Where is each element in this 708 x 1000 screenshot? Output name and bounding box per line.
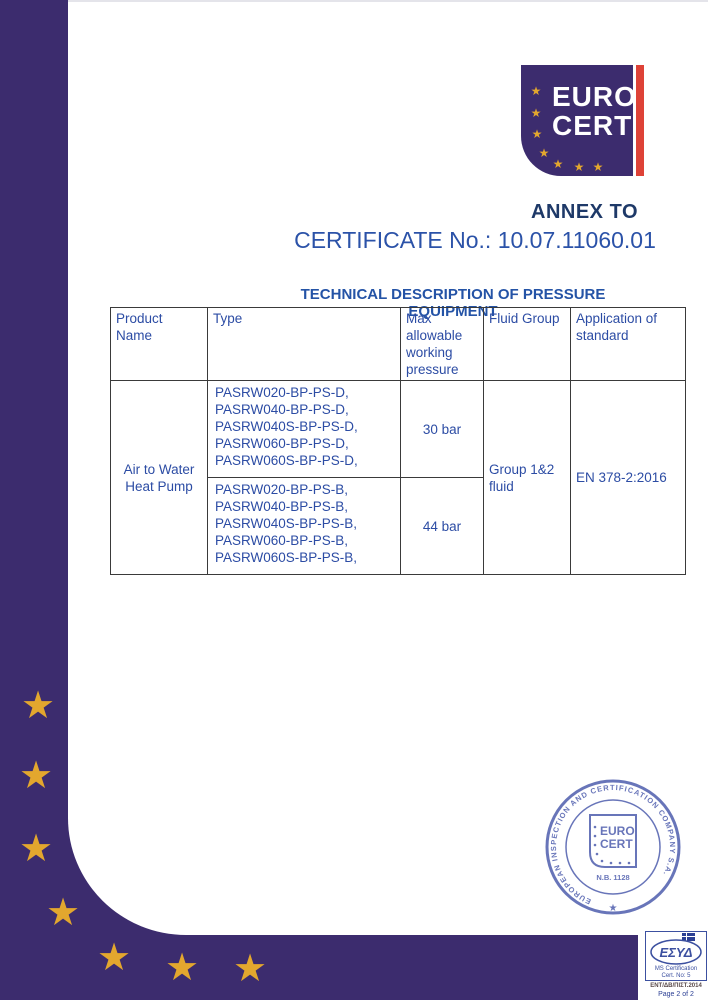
table-row: Air to Water Heat Pump PASRW020-BP-PS-D,… bbox=[110, 380, 686, 575]
fluid-group-cell: Group 1&2 fluid bbox=[483, 380, 571, 575]
stamp-notified-body: N.B. 1128 bbox=[596, 873, 629, 882]
certification-stamp: EUROPEAN INSPECTION AND CERTIFICATION CO… bbox=[545, 779, 681, 915]
star-icon: ★ bbox=[592, 160, 604, 174]
top-hairline bbox=[0, 0, 708, 2]
star-icon: ★ bbox=[18, 755, 54, 797]
star-icon: ★ bbox=[530, 84, 542, 98]
pressure-cell-44bar: 44 bar bbox=[400, 477, 484, 575]
star-icon: ★ bbox=[18, 828, 54, 870]
document-code: ΕΝΤ/ΔΒ/ΠΙΣΤ.2014 bbox=[650, 983, 702, 989]
column-header-product-name: Product Name bbox=[110, 307, 208, 381]
column-header-standard: Application of standard bbox=[570, 307, 686, 381]
star-icon: ★ bbox=[20, 685, 56, 727]
logo-word-euro: EURO bbox=[552, 81, 637, 112]
star-icon: ★ bbox=[531, 127, 543, 141]
star-icon: ★ bbox=[232, 948, 268, 990]
page-indicator: Page 2 of 2 bbox=[658, 991, 694, 998]
esyd-accreditation-line2: Cert. No: 5 bbox=[661, 973, 691, 979]
star-icon: ★ bbox=[552, 157, 564, 171]
column-header-max-pressure: Max allowable working pressure bbox=[400, 307, 484, 381]
table-header-row: Product Name Type Max allowable working … bbox=[110, 307, 686, 381]
table-row: PASRW020-BP-PS-B, PASRW040-BP-PS-B, PASR… bbox=[111, 477, 686, 575]
star-icon: ★ bbox=[45, 892, 81, 934]
pressure-equipment-table: Product Name Type Max allowable working … bbox=[110, 307, 686, 575]
stamp-bottom-star-icon: ★ bbox=[609, 903, 618, 914]
esyd-accreditation-line1: MS Certification bbox=[654, 966, 698, 972]
star-icon: ★ bbox=[530, 106, 542, 120]
column-header-fluid-group: Fluid Group bbox=[483, 307, 571, 381]
certificate-number-heading: CERTIFICATE No.: 10.07.11060.01 bbox=[294, 227, 656, 253]
stamp-logo-euro: EURO bbox=[600, 824, 635, 838]
bottom-border-bar bbox=[0, 935, 638, 1000]
type-list-cell-d: PASRW020-BP-PS-D, PASRW040-BP-PS-D, PASR… bbox=[207, 380, 401, 478]
star-icon: ★ bbox=[96, 937, 132, 979]
greek-flag-icon bbox=[682, 933, 695, 941]
eurocert-logo: EURO CERT ★ ★ ★ ★ ★ ★ ★ bbox=[521, 65, 636, 176]
annex-heading: ANNEX TO bbox=[531, 201, 638, 223]
logo-red-stripe bbox=[636, 65, 644, 176]
pressure-cell-30bar: 30 bar bbox=[400, 380, 484, 478]
star-icon: ★ bbox=[573, 160, 585, 174]
esyd-logo: ΕΣΥΔ bbox=[650, 939, 702, 965]
product-name-cell: Air to Water Heat Pump bbox=[110, 380, 208, 575]
star-icon: ★ bbox=[538, 146, 550, 160]
left-border-bar bbox=[0, 0, 68, 1000]
esyd-logo-text: ΕΣΥΔ bbox=[660, 945, 693, 960]
stamp-logo-cert: CERT bbox=[600, 837, 633, 851]
stamp-logo-dots bbox=[593, 825, 631, 865]
esyd-accreditation-box: ΕΣΥΔ MS Certification Cert. No: 5 bbox=[645, 931, 707, 981]
logo-word-cert: CERT bbox=[552, 110, 633, 141]
star-icon: ★ bbox=[164, 947, 200, 989]
column-header-type: Type bbox=[207, 307, 401, 381]
type-list-cell-b: PASRW020-BP-PS-B, PASRW040-BP-PS-B, PASR… bbox=[207, 477, 401, 575]
standard-cell: EN 378-2:2016 bbox=[570, 380, 686, 575]
